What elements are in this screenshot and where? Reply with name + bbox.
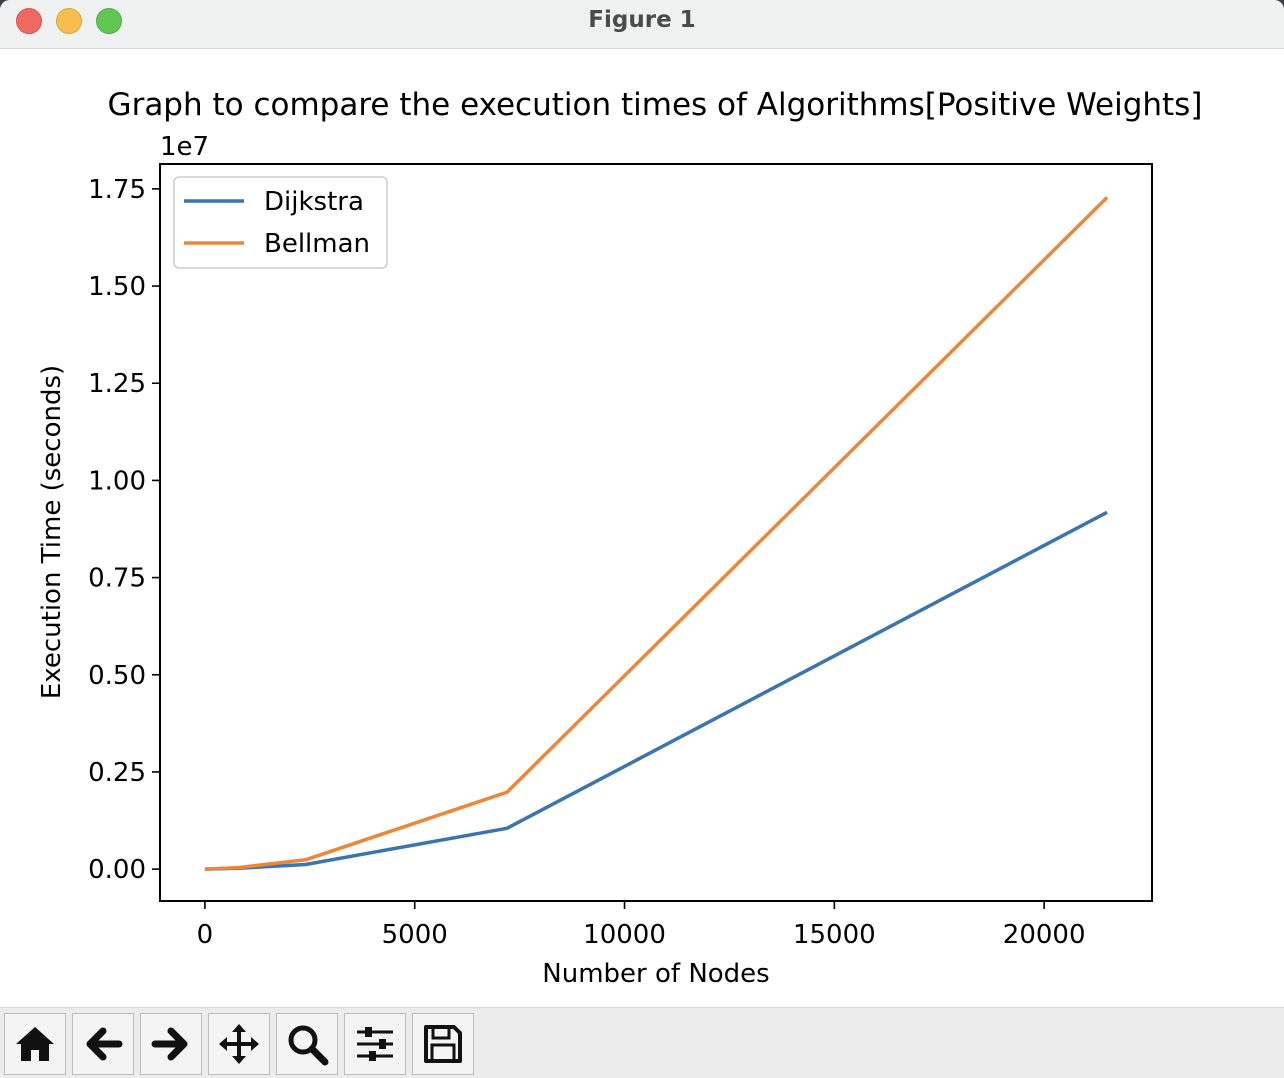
y-axis-label: Execution Time (seconds) [37,365,67,699]
y-tick-label: 1.25 [88,369,146,399]
x-axis-label: Number of Nodes [542,959,769,989]
legend-label-bellman: Bellman [264,229,370,259]
y-tick-label: 1.75 [88,175,146,205]
x-axis-ticks: 0 5000 10000 15000 20000 [197,901,1086,950]
navigation-toolbar [0,1007,1284,1078]
series-line-bellman [204,196,1109,871]
y-tick-label: 1.00 [88,466,146,496]
x-tick-label: 15000 [793,920,876,950]
forward-button[interactable] [140,1013,202,1075]
x-tick-label: 0 [197,920,214,950]
axes [159,163,1153,902]
arrow-left-icon [86,1027,123,1061]
x-tick-label: 10000 [583,920,666,950]
legend-label-dijkstra: Dijkstra [264,187,364,217]
home-icon [16,1027,54,1061]
axes-frame [159,163,1153,902]
close-window-button[interactable] [16,8,42,34]
configure-subplots-button[interactable] [344,1013,406,1075]
y-tick-label: 0.50 [88,661,146,691]
series-lines [204,196,1109,871]
x-tick-label: 5000 [382,920,448,950]
x-tick-label: 20000 [1003,920,1086,950]
plot-area: Graph to compare the execution times of … [0,49,1284,1007]
arrow-right-icon [151,1027,188,1061]
pan-button[interactable] [208,1013,270,1075]
y-tick-label: 0.25 [88,758,146,788]
y-tick-label: 0.75 [88,564,146,594]
floppy-disk-icon [424,1025,462,1063]
maximize-window-button[interactable] [96,8,122,34]
move-icon [219,1024,259,1064]
chart-title: Graph to compare the execution times of … [108,87,1203,123]
y-tick-label: 1.50 [88,272,146,302]
home-button[interactable] [4,1013,66,1075]
zoom-button[interactable] [276,1013,338,1075]
y-axis-ticks: 0.00 0.25 0.50 0.75 1.00 1.25 1.50 1.75 [88,175,160,885]
save-button[interactable] [412,1013,474,1075]
y-axis-offset-label: 1e7 [160,132,209,162]
back-button[interactable] [72,1013,134,1075]
title-bar: Figure 1 [0,0,1284,49]
line-chart: Graph to compare the execution times of … [37,87,1203,989]
legend: Dijkstra Bellman [173,176,388,269]
magnifier-icon [288,1025,329,1066]
window-title: Figure 1 [588,7,696,33]
minimize-window-button[interactable] [56,8,82,34]
y-tick-label: 0.00 [88,855,146,885]
sliders-icon [357,1027,393,1061]
